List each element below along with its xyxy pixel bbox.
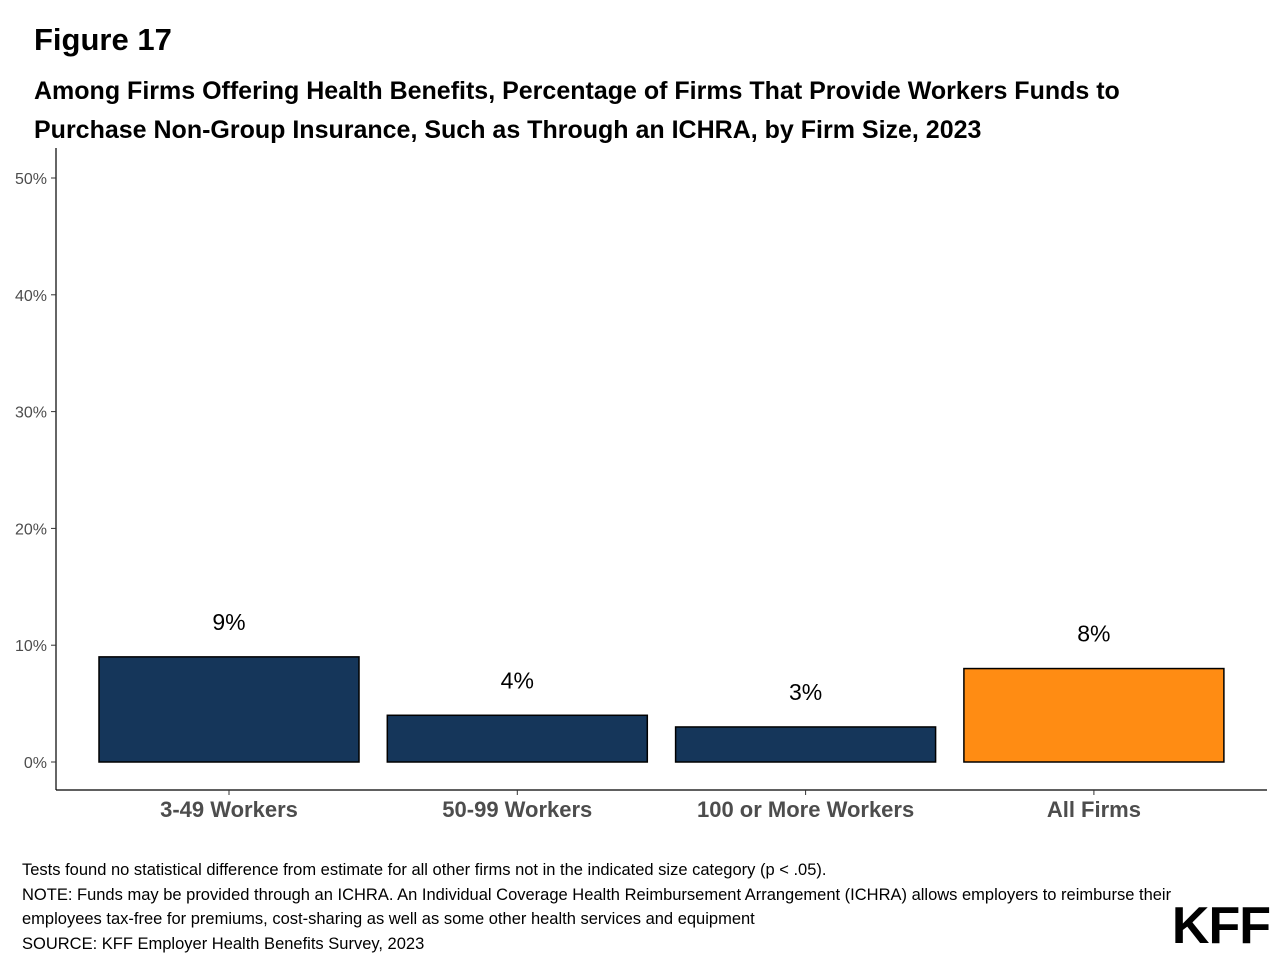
chart-bars (98, 656, 1225, 763)
kff-logo: KFF (1171, 897, 1271, 955)
bar (98, 656, 360, 763)
x-tick-label: 50-99 Workers (442, 797, 592, 822)
y-tick-label: 50% (15, 171, 47, 188)
x-axis-ticks: 3-49 Workers 50-99 Workers 100 or More Wor… (160, 790, 1141, 822)
y-tick-label: 20% (15, 521, 47, 538)
chart-axes (55, 148, 1267, 791)
data-label: 8% (1077, 621, 1110, 647)
data-label: 9% (212, 609, 245, 635)
x-tick-label: 100 or More Workers (697, 797, 914, 822)
y-tick-label: 30% (15, 405, 47, 422)
data-label: 4% (501, 667, 534, 693)
y-tick-label: 0% (24, 755, 47, 772)
y-tick-label: 10% (15, 638, 47, 655)
figure-label: Figure 17 (34, 22, 172, 57)
significance-note: Tests found no statistical difference fr… (22, 861, 827, 879)
y-tick-label: 40% (15, 288, 47, 305)
bar (674, 726, 937, 763)
y-axis-ticks: 0% 10% 20% 30% 40% 50% (15, 171, 56, 772)
bar (963, 667, 1225, 763)
bar (386, 714, 649, 763)
data-label: 3% (789, 679, 822, 705)
note-text: NOTE: Funds may be provided through an I… (22, 885, 1172, 929)
chart-title: Among Firms Offering Health Benefits, Pe… (34, 77, 1120, 144)
source-text: SOURCE: KFF Employer Health Benefits Sur… (22, 934, 425, 953)
chart-data-labels: 9% 4% 3% 8% (212, 609, 1110, 705)
chart-notes: Tests found no statistical difference fr… (22, 858, 1252, 956)
x-tick-label: All Firms (1047, 797, 1141, 822)
x-tick-label: 3-49 Workers (160, 797, 298, 822)
